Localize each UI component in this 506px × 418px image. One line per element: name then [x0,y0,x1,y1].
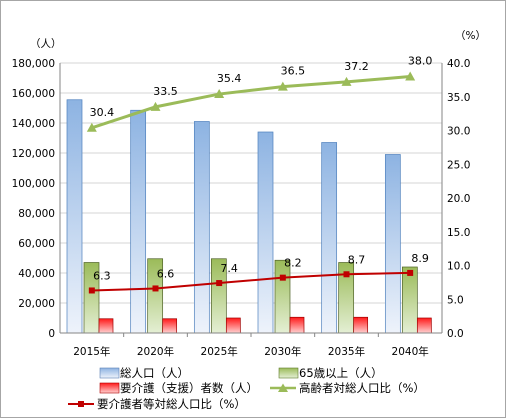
legend-label-total-population: 総人口（人） [120,366,189,380]
bar-care-recipients [416,317,432,334]
line-care-ratio [91,271,411,292]
legend-label-care-recipients: 要介護（支援）者数（人） [120,381,258,395]
data-label-care-ratio: 6.3 [93,269,111,282]
x-axis-ticks: 2015年 2020年 2025年 2030年 2035年 2040年 [73,333,429,358]
legend-marker-care-ratio [78,401,84,407]
marker-care-ratio [216,280,223,287]
right-tick-label: 15.0 [447,227,470,239]
right-axis-unit: （%） [455,30,486,42]
marker-elderly-ratio [341,76,352,86]
bar-total-population [130,109,147,334]
bar-total-population [66,99,83,334]
line-elderly-ratio [91,75,411,130]
left-tick-label: 100,000 [12,178,55,190]
data-label-care-ratio: 8.2 [284,257,302,270]
data-label-care-ratio: 6.6 [157,267,175,280]
legend-label-care-ratio: 要介護者等対総人口比（%） [97,397,246,411]
legend-swatch-care-recipients [99,382,120,394]
right-tick-label: 35.0 [447,92,470,104]
left-tick-label: 140,000 [12,118,55,130]
marker-care-ratio [279,274,286,281]
data-label-elderly-ratio: 37.2 [344,60,369,73]
right-tick-label: 10.0 [447,261,470,273]
marker-care-ratio [88,287,95,294]
left-tick-label: 60,000 [18,238,55,250]
left-tick-label: 160,000 [12,88,55,100]
bar-care-recipients [162,318,178,334]
bar-aged-65-plus [401,266,418,334]
marker-elderly-ratio [86,122,97,132]
data-label-care-ratio: 7.4 [220,262,238,275]
x-tick-label: 2035年 [328,345,365,358]
x-tick-label: 2015年 [73,345,110,358]
right-tick-label: 25.0 [447,159,470,171]
legend-label-aged-65-plus: 65歳以上（人） [299,366,383,380]
left-axis-ticks: 0 20,000 40,000 60,000 80,000 100,000 120,000 1… [12,58,55,340]
right-axis-ticks: 0.0 5.0 10.0 15.0 20.0 25.0 30.0 35.0 40.0 [447,58,470,340]
bar-total-population [384,154,401,334]
x-tick-label: 2040年 [392,345,429,358]
legend-swatch-total-population [99,367,120,379]
x-tick-label: 2030年 [264,345,301,358]
legend-swatch-aged-65-plus [278,367,299,379]
data-label-elderly-ratio: 35.4 [217,72,242,85]
bar-care-recipients [98,318,114,334]
left-tick-label: 120,000 [12,148,55,160]
legend-label-elderly-ratio: 高齢者対総人口比（%） [299,381,425,395]
bar-care-recipients [353,316,369,334]
left-tick-label: 40,000 [18,268,55,280]
gridlines [60,62,442,304]
bar-care-recipients [289,316,305,334]
left-tick-label: 0 [48,328,55,340]
marker-elderly-ratio [214,89,225,99]
marker-care-ratio [407,269,414,276]
marker-care-ratio [152,285,159,292]
marker-elderly-ratio [277,81,288,91]
data-label-elderly-ratio: 36.5 [281,65,306,78]
data-label-elderly-ratio: 30.4 [90,106,115,119]
legend-marker-elderly-ratio [278,383,288,392]
data-labels-group: 30.4 33.5 35.4 36.5 37.2 38.0 6.3 6.6 7.4 8.2 8.7 8… [90,55,433,283]
x-tick-label: 2025年 [201,345,238,358]
bar-total-population [321,142,338,334]
left-axis-unit: （人） [30,38,62,50]
right-tick-label: 40.0 [447,58,470,70]
marker-elderly-ratio [405,71,416,81]
data-label-elderly-ratio: 33.5 [153,85,178,98]
data-label-care-ratio: 8.9 [411,252,429,265]
lines-group [86,71,416,294]
left-tick-label: 80,000 [18,208,55,220]
right-tick-label: 20.0 [447,193,470,205]
left-tick-label: 20,000 [18,298,55,310]
marker-care-ratio [343,271,350,278]
right-tick-label: 30.0 [447,126,470,138]
data-label-care-ratio: 8.7 [348,253,366,266]
bar-total-population [193,121,210,334]
bars-group [66,99,432,334]
x-tick-label: 2020年 [137,345,174,358]
axes-group [59,63,443,334]
bar-care-recipients [225,317,241,334]
right-tick-label: 0.0 [447,328,464,340]
data-label-elderly-ratio: 38.0 [408,55,433,68]
bar-total-population [257,131,274,334]
legend: 総人口（人） 65歳以上（人） 要介護（支援）者数（人） 高齢者対総人口比（%）… [68,366,425,411]
bar-aged-65-plus [274,259,291,334]
left-tick-label: 180,000 [12,58,55,70]
right-tick-label: 5.0 [447,294,464,306]
marker-elderly-ratio [150,101,161,111]
